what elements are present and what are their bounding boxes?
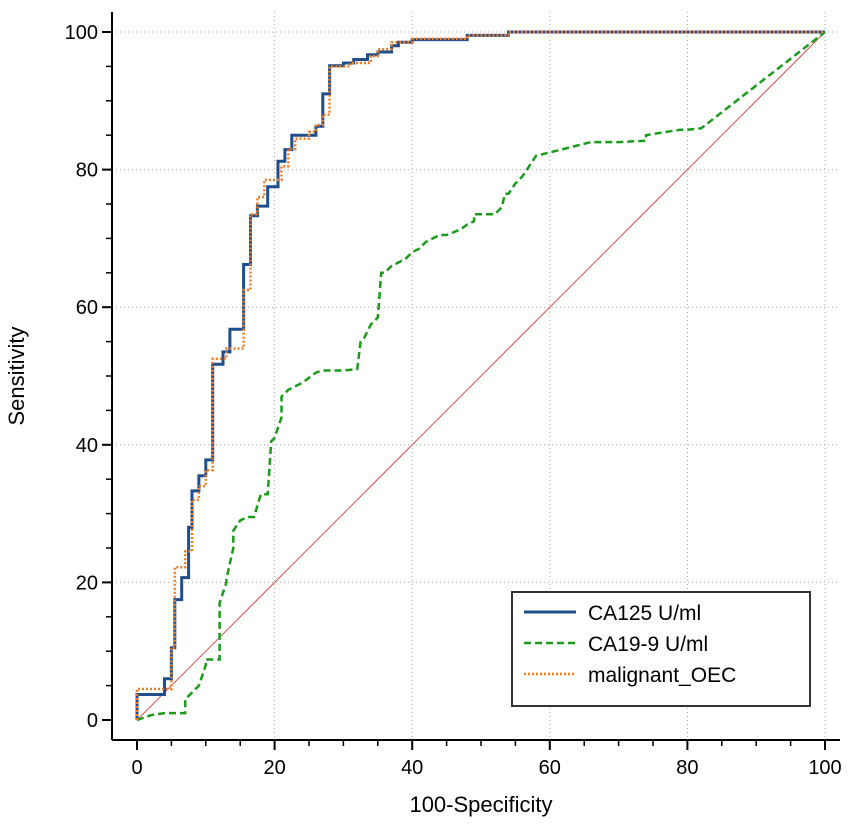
grid-layer bbox=[112, 12, 840, 740]
legend-label: CA125 U/ml bbox=[588, 602, 701, 625]
x-tick-label: 100 bbox=[808, 757, 841, 779]
y-tick-label: 60 bbox=[76, 297, 98, 319]
legend: CA125 U/ml CA19-9 U/ml malignant_OEC bbox=[511, 591, 811, 707]
series-layer bbox=[135, 30, 826, 722]
y-tick-label: 100 bbox=[65, 22, 98, 44]
y-tick-label: 80 bbox=[76, 160, 98, 182]
x-axis-title: 100-Specificity bbox=[409, 792, 552, 817]
y-ticks: 0 20 40 60 80 100 bbox=[65, 22, 112, 732]
y-tick-label: 40 bbox=[76, 435, 98, 457]
series-line-ca125-u-ml bbox=[135, 30, 825, 720]
x-tick-label: 20 bbox=[263, 757, 285, 779]
legend-label: malignant_OEC bbox=[588, 664, 736, 687]
series-line-ca19-9-u-ml bbox=[136, 31, 826, 722]
x-tick-label: 0 bbox=[131, 757, 142, 779]
y-tick-label: 20 bbox=[76, 572, 98, 594]
x-tick-label: 80 bbox=[676, 757, 698, 779]
legend-label: CA19-9 U/ml bbox=[588, 633, 708, 656]
x-ticks: 0 20 40 60 80 100 bbox=[131, 740, 842, 779]
y-axis-title: Sensitivity bbox=[4, 326, 29, 425]
x-tick-label: 40 bbox=[401, 757, 423, 779]
reference-diagonal-line bbox=[136, 31, 826, 721]
x-tick-label: 60 bbox=[539, 757, 561, 779]
y-tick-label: 0 bbox=[87, 710, 98, 732]
